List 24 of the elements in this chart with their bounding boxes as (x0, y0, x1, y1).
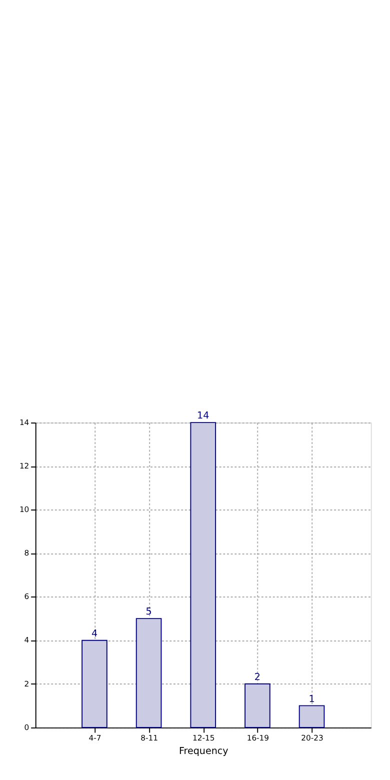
x-axis-title: Frequency (178, 746, 229, 757)
x-tick-label: 16-19 (246, 733, 270, 742)
y-tick-label: 0 (24, 722, 30, 732)
bar (244, 683, 270, 728)
bar (190, 422, 216, 728)
y-tick-label: 6 (24, 592, 30, 602)
bar (298, 705, 325, 728)
y-tick-label: 10 (19, 505, 30, 514)
x-tick-label: 4-7 (88, 733, 102, 742)
data-label: 14 (197, 410, 210, 422)
bar (82, 640, 108, 728)
data-label: 5 (146, 606, 152, 618)
x-tick-label: 8-11 (140, 733, 158, 742)
y-tick-label: 8 (24, 548, 30, 558)
data-label: 2 (254, 672, 260, 684)
y-tick-label: 12 (19, 461, 30, 470)
data-label: 1 (308, 694, 315, 705)
x-tick-label: 12-15 (192, 733, 215, 742)
x-tick-label: 20-23 (301, 733, 324, 742)
bar (136, 618, 162, 728)
y-tick-label: 4 (24, 636, 30, 645)
y-tick-label: 2 (24, 679, 30, 688)
y-tick-label: 14 (19, 418, 30, 427)
data-label: 4 (91, 628, 98, 640)
